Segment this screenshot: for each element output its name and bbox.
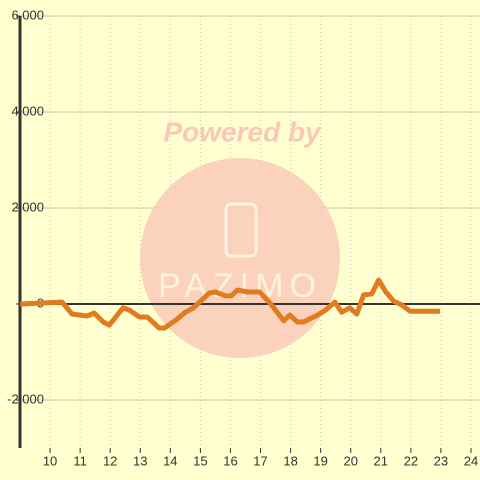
y-tick-label: 6,000 <box>11 7 44 22</box>
x-tick-label: 10 <box>43 453 57 468</box>
x-tick-label: 19 <box>313 453 327 468</box>
data-line <box>19 277 441 331</box>
x-tick-label: 20 <box>343 453 357 468</box>
x-tick-label: 16 <box>223 453 237 468</box>
watermark-icon <box>224 202 258 258</box>
x-tick-label: 11 <box>73 453 87 468</box>
x-tick-label: 13 <box>133 453 147 468</box>
y-tick-label: 2,000 <box>11 199 44 214</box>
watermark-logo: PAZIMO <box>158 267 322 305</box>
watermark-text: Powered by <box>163 116 322 147</box>
y-tick-label: 4,000 <box>11 103 44 118</box>
x-tick-label: 21 <box>374 453 388 468</box>
x-tick-label: 18 <box>283 453 297 468</box>
y-tick-label: -2,000 <box>7 391 44 406</box>
x-tick-label: 17 <box>253 453 267 468</box>
x-tick-label: 14 <box>163 453 177 468</box>
x-tick-label: 24 <box>464 453 478 468</box>
x-tick-label: 23 <box>434 453 448 468</box>
x-tick-label: 12 <box>103 453 117 468</box>
x-tick-label: 15 <box>193 453 207 468</box>
watermark-circle <box>140 158 340 358</box>
x-tick-label: 22 <box>404 453 418 468</box>
